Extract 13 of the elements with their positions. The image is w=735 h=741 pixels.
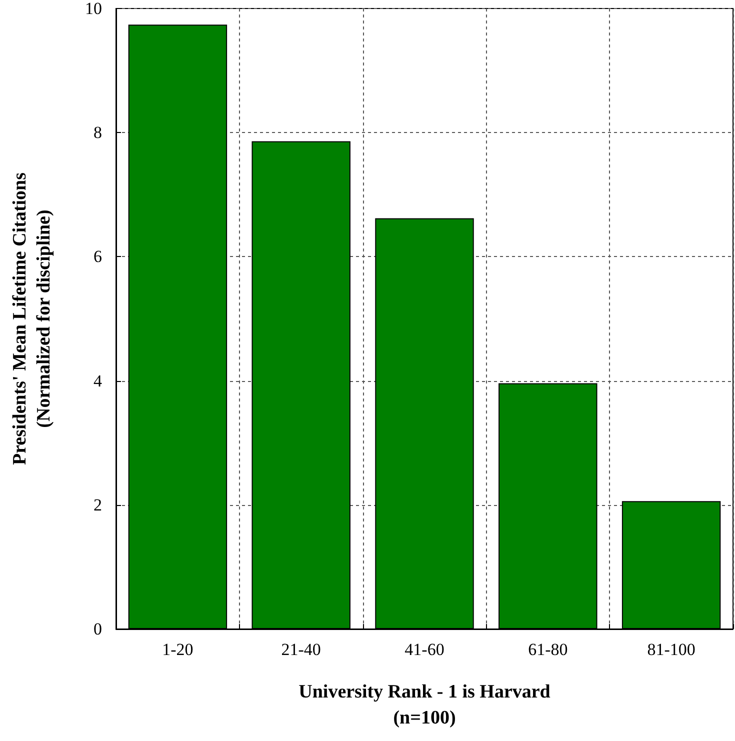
x-tick-label: 81-100 bbox=[647, 640, 696, 659]
x-tick-label: 21-40 bbox=[281, 640, 321, 659]
y-tick-label: 10 bbox=[85, 0, 102, 18]
y-axis-title: Presidents' Mean Lifetime Citations (Normalized for discipline) bbox=[10, 172, 54, 466]
x-tick-label: 1-20 bbox=[162, 640, 194, 659]
y-tick-label: 8 bbox=[94, 123, 102, 142]
x-tick-label: 61-80 bbox=[528, 640, 568, 659]
y-tick-label: 4 bbox=[94, 371, 102, 390]
x-axis-title: University Rank - 1 is Harvard (n=100) bbox=[298, 682, 551, 728]
x-tick-label: 41-60 bbox=[404, 640, 444, 659]
y-tick-label: 2 bbox=[94, 495, 102, 514]
y-tick-label: 0 bbox=[94, 620, 102, 638]
y-tick-label: 6 bbox=[94, 247, 102, 266]
